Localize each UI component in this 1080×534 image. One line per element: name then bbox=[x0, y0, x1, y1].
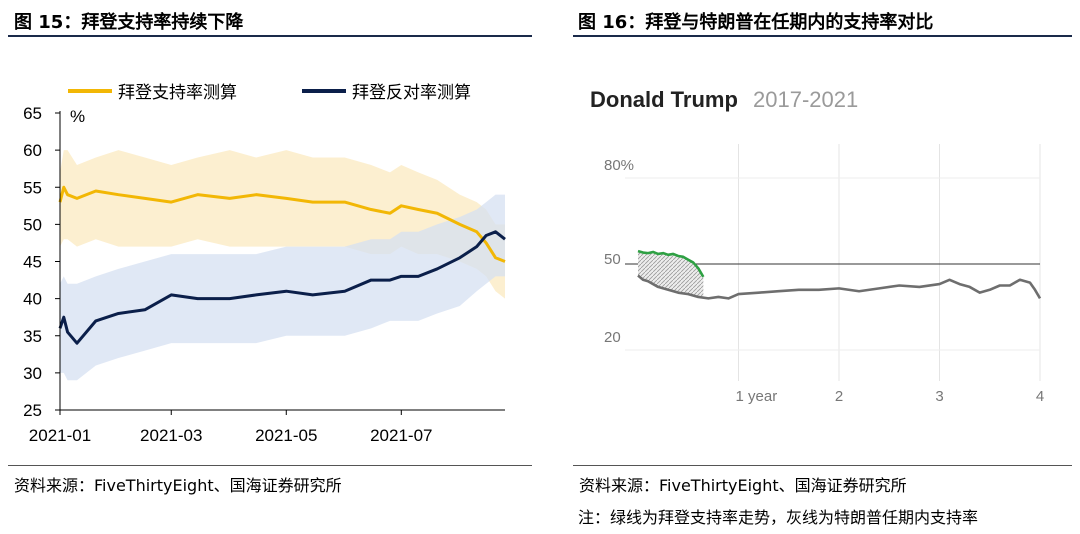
note-text: 注：绿线为拜登支持率走势，灰线为特朗普任期内支持率 bbox=[578, 508, 979, 527]
series-line bbox=[58, 185, 506, 263]
left-bands bbox=[60, 150, 505, 381]
figure-16-title: 图 16：拜登与特朗普在任期内的支持率对比 bbox=[578, 12, 934, 33]
y-tick-label: 50 bbox=[604, 251, 621, 268]
right-plot: 80% 50 20 1 year 2 3 4 bbox=[604, 144, 1044, 405]
right-chart: Donald Trump 2017-2021 80% 50 20 1 year 2 3 4 bbox=[590, 87, 1044, 405]
y-tick-label: 60 bbox=[23, 141, 42, 160]
bottom-divider bbox=[8, 465, 532, 466]
figure-15-title: 图 15：拜登支持率持续下降 bbox=[14, 12, 244, 33]
x-tick-label: 4 bbox=[1036, 388, 1044, 405]
left-chart: 拜登支持率测算 拜登反对率测算 25 30 35 40 45 50 55 60 65 % 2021-0… bbox=[23, 83, 506, 445]
left-legend: 拜登支持率测算 拜登反对率测算 bbox=[68, 83, 471, 102]
bottom-divider bbox=[573, 465, 1072, 466]
y-axis-unit: % bbox=[70, 107, 85, 126]
chart-subtitle: 2017-2021 bbox=[753, 87, 858, 112]
y-tick-label: 25 bbox=[23, 401, 42, 420]
x-tick-label: 2021-07 bbox=[370, 426, 432, 445]
y-tick-label: 30 bbox=[23, 364, 42, 383]
left-lines bbox=[58, 185, 506, 345]
gap-area bbox=[638, 251, 704, 298]
source-text: 资料来源：FiveThirtyEight、国海证券研究所 bbox=[579, 476, 907, 495]
confidence-band bbox=[60, 194, 505, 381]
legend-label: 拜登反对率测算 bbox=[352, 83, 471, 102]
legend-label: 拜登支持率测算 bbox=[118, 83, 237, 102]
x-tick-label: 2021-01 bbox=[29, 426, 91, 445]
chart-title: Donald Trump bbox=[590, 87, 738, 112]
x-tick-label: 2021-05 bbox=[255, 426, 317, 445]
y-tick-label: 40 bbox=[23, 290, 42, 309]
y-tick-label: 50 bbox=[23, 215, 42, 234]
x-tick-label: 1 year bbox=[736, 388, 778, 405]
right-panel: 图 16：拜登与特朗普在任期内的支持率对比 Donald Trump 2017-… bbox=[565, 0, 1080, 534]
x-tick-label: 3 bbox=[935, 388, 943, 405]
y-tick-label: 80% bbox=[604, 157, 634, 174]
confidence-band bbox=[60, 150, 505, 299]
y-tick-label: 35 bbox=[23, 327, 42, 346]
x-tick-label: 2 bbox=[835, 388, 843, 405]
y-tick-label: 20 bbox=[604, 329, 621, 346]
y-tick-label: 55 bbox=[23, 178, 42, 197]
x-tick-label: 2021-03 bbox=[140, 426, 202, 445]
y-tick-label: 65 bbox=[23, 104, 42, 123]
left-panel: 图 15：拜登支持率持续下降 拜登支持率测算 拜登反对率测算 25 30 35 40 45… bbox=[8, 12, 532, 495]
title-divider bbox=[573, 35, 1072, 37]
title-divider bbox=[8, 35, 532, 37]
left-axes: 25 30 35 40 45 50 55 60 65 % 2021-01 2021-03 2021-05… bbox=[23, 104, 505, 445]
y-tick-label: 45 bbox=[23, 253, 42, 272]
series-line bbox=[58, 230, 506, 345]
source-text: 资料来源：FiveThirtyEight、国海证券研究所 bbox=[14, 476, 342, 495]
series-line-biden bbox=[637, 249, 705, 278]
